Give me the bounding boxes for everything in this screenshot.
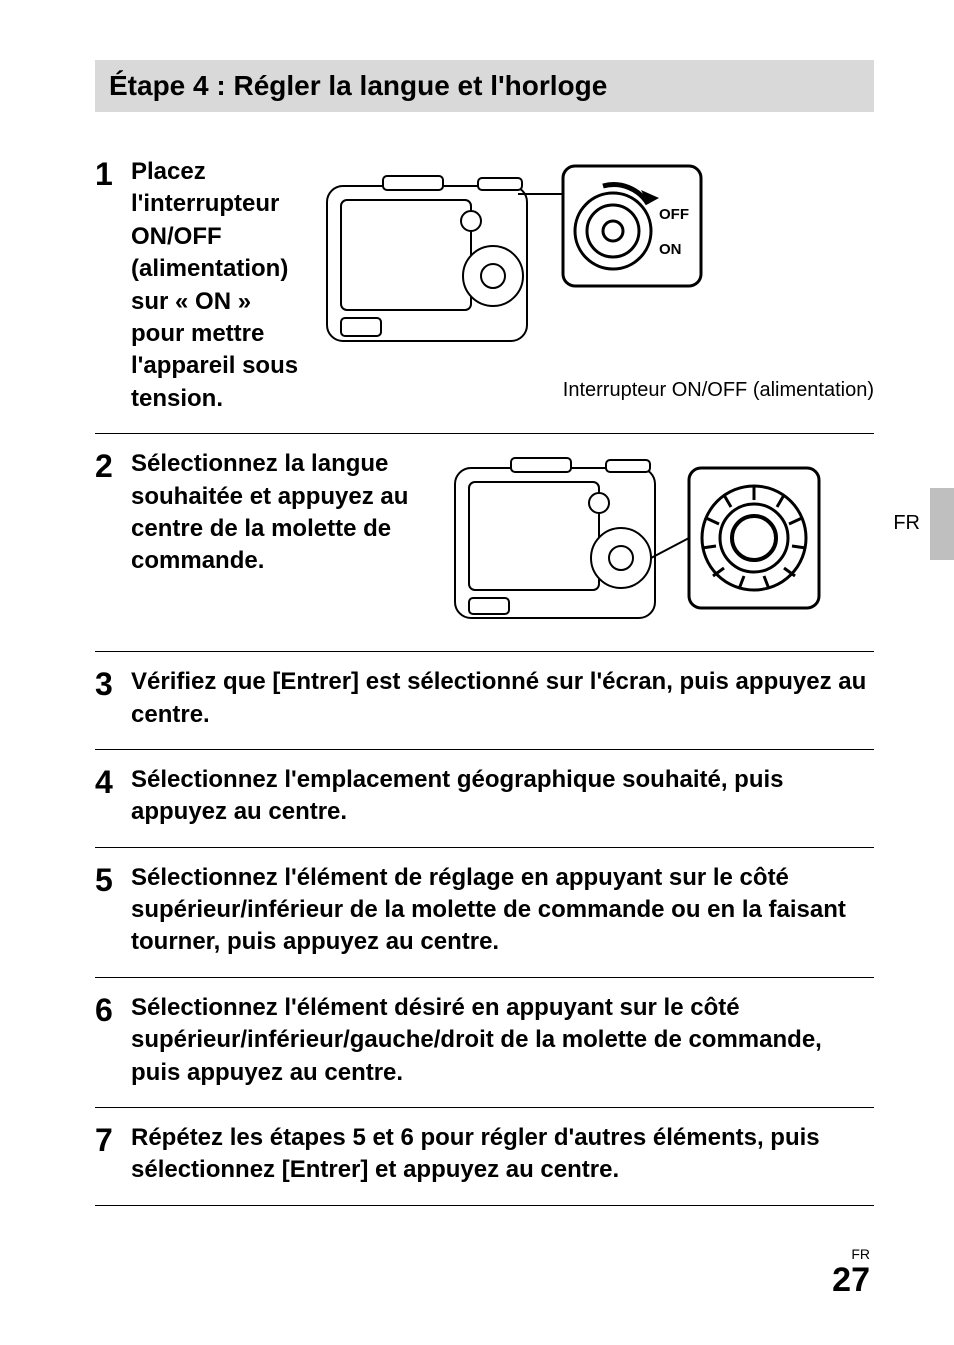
step-number: 2 <box>95 448 131 633</box>
step-7: 7 Répétez les étapes 5 et 6 pour régler … <box>95 1122 874 1206</box>
switch-off-label: OFF <box>659 206 689 223</box>
step-number: 1 <box>95 156 131 415</box>
step-1-figure: OFF ON Interrupteur ON/OFF (alimentation… <box>323 156 874 403</box>
step-number: 4 <box>95 764 131 829</box>
step-text: Sélectionnez l'emplacement géographique … <box>131 764 874 829</box>
step-body: Sélectionnez l'emplacement géographique … <box>131 764 874 829</box>
step-body: Vérifiez que [Entrer] est sélectionné su… <box>131 666 874 731</box>
step-3: 3 Vérifiez que [Entrer] est sélectionné … <box>95 666 874 750</box>
step-text: Sélectionnez l'élément désiré en appuyan… <box>131 992 874 1089</box>
side-tab <box>930 488 954 560</box>
step-number: 6 <box>95 992 131 1089</box>
step-6: 6 Sélectionnez l'élément désiré en appuy… <box>95 992 874 1108</box>
step-2-figure <box>451 448 821 633</box>
step-text: Placez l'interrupteur ON/OFF (alimentati… <box>131 156 303 415</box>
step-text: Sélectionnez l'élément de réglage en app… <box>131 862 874 959</box>
step-1: 1 Placez l'interrupteur ON/OFF (alimenta… <box>95 156 874 434</box>
switch-on-label: ON <box>659 241 682 258</box>
step-5: 5 Sélectionnez l'élément de réglage en a… <box>95 862 874 978</box>
step-text: Sélectionnez la langue souhaitée et appu… <box>131 448 431 578</box>
footer-page-number: 27 <box>832 1261 870 1299</box>
step-body: Répétez les étapes 5 et 6 pour régler d'… <box>131 1122 874 1187</box>
figure-caption: Interrupteur ON/OFF (alimentation) <box>563 377 874 403</box>
step-4: 4 Sélectionnez l'emplacement géographiqu… <box>95 764 874 848</box>
section-title: Étape 4 : Régler la langue et l'horloge <box>95 60 874 112</box>
page-footer: FR 27 <box>832 1247 870 1297</box>
footer-language: FR <box>832 1247 870 1261</box>
step-number: 5 <box>95 862 131 959</box>
side-language-label: FR <box>893 512 920 535</box>
step-number: 3 <box>95 666 131 731</box>
step-2: 2 Sélectionnez la langue souhaitée et ap… <box>95 448 874 652</box>
page-content: Étape 4 : Régler la langue et l'horloge … <box>0 0 954 1260</box>
step-body: Placez l'interrupteur ON/OFF (alimentati… <box>131 156 874 415</box>
step-body: Sélectionnez l'élément de réglage en app… <box>131 862 874 959</box>
step-number: 7 <box>95 1122 131 1187</box>
step-text: Répétez les étapes 5 et 6 pour régler d'… <box>131 1122 874 1187</box>
step-body: Sélectionnez l'élément désiré en appuyan… <box>131 992 874 1089</box>
step-text: Vérifiez que [Entrer] est sélectionné su… <box>131 666 874 731</box>
step-body: Sélectionnez la langue souhaitée et appu… <box>131 448 874 633</box>
